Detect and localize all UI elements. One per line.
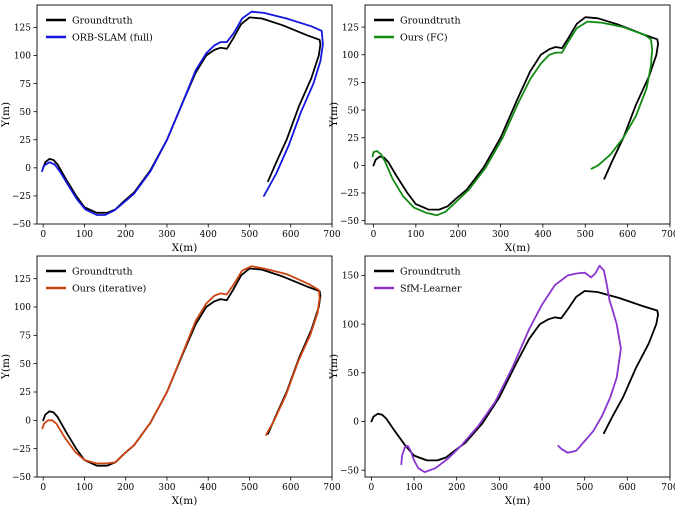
y-tick-label: −25: [12, 192, 31, 202]
series-line-groundtruth: [370, 290, 659, 462]
legend-label: Ours (FC): [400, 33, 448, 44]
legend-label: Ours (iterative): [72, 284, 146, 295]
x-tick-label: 0: [371, 230, 377, 240]
x-tick-label: 100: [407, 230, 424, 240]
x-tick-label: 400: [200, 230, 217, 240]
x-tick-label: 600: [282, 483, 299, 493]
chart-panel-4: 0 100 200 300 400 500 600 700 −50 0 50 100 150 X(m) Y(…: [328, 255, 675, 507]
chart-panel-2: 0 100 200 300 400 500 600 700 −50 −25 0 25 50 75 100 12…: [328, 4, 675, 254]
x-tick-label: 400: [200, 483, 217, 493]
y-tick-label: −50: [340, 466, 359, 476]
y-tick-label: 150: [342, 272, 359, 282]
y-tick-label: 25: [20, 136, 32, 146]
plot-frame: [36, 4, 333, 225]
y-tick-label: −50: [340, 217, 359, 227]
y-tick-label: 25: [348, 134, 360, 144]
legend-label: SfM-Learner: [400, 284, 462, 295]
y-tick-label: −25: [12, 445, 31, 455]
x-tick-label: 0: [40, 483, 46, 493]
y-tick-label: 25: [20, 388, 32, 398]
x-tick-label: 700: [323, 230, 340, 240]
x-tick-label: 300: [491, 483, 508, 493]
legend-label: Groundtruth: [400, 16, 461, 27]
series-line-groundtruth: [42, 267, 322, 467]
y-tick-label: 125: [342, 23, 359, 33]
legend-label: ORB-SLAM (full): [72, 33, 153, 44]
series-line-groundtruth: [372, 16, 659, 211]
x-tick-label: 700: [323, 483, 340, 493]
x-tick-label: 700: [661, 230, 675, 240]
y-tick-label: 0: [25, 164, 31, 174]
x-tick-label: 400: [534, 230, 551, 240]
x-tick-label: 500: [576, 483, 593, 493]
x-tick-label: 100: [76, 230, 93, 240]
chart-panel-1: 0 100 200 300 400 500 600 700 −50 −25 0 25 50 75 100 12…: [0, 4, 341, 254]
y-axis-label: Y(m): [0, 354, 12, 380]
y-tick-label: −25: [340, 189, 359, 199]
series-line-ours-iterative: [41, 265, 321, 465]
x-axis-label: X(m): [172, 242, 198, 254]
y-axis-label: Y(m): [0, 102, 12, 128]
legend-label: Groundtruth: [72, 16, 133, 27]
y-tick-label: 75: [348, 79, 360, 89]
y-tick-label: 100: [342, 320, 359, 330]
plot-frame: [364, 255, 671, 478]
legend: Groundtruth Ours (iterative): [46, 267, 146, 295]
x-tick-label: 500: [241, 230, 258, 240]
legend-label: Groundtruth: [72, 267, 133, 278]
x-tick-label: 200: [450, 230, 467, 240]
y-tick-label: 0: [25, 417, 31, 427]
x-tick-label: 500: [577, 230, 594, 240]
x-tick-label: 200: [117, 230, 134, 240]
y-tick-label: 50: [20, 108, 32, 118]
x-tick-label: 400: [533, 483, 550, 493]
y-tick-label: 100: [14, 303, 31, 313]
y-tick-label: 125: [14, 24, 31, 34]
y-axis-label: Y(m): [328, 354, 340, 380]
chart-panel-3: 0 100 200 300 400 500 600 700 −50 −25 0 25 50 75 100 12…: [0, 255, 341, 507]
x-axis-label: X(m): [172, 495, 198, 507]
x-tick-label: 100: [405, 483, 422, 493]
x-tick-label: 0: [40, 230, 46, 240]
y-tick-label: 100: [14, 52, 31, 62]
x-tick-label: 0: [369, 483, 375, 493]
plot-frame: [364, 4, 671, 225]
y-tick-label: 0: [353, 418, 359, 428]
x-tick-label: 300: [158, 230, 175, 240]
series-line-sfm-learner: [400, 264, 622, 473]
x-tick-label: 600: [619, 230, 636, 240]
x-tick-label: 300: [492, 230, 509, 240]
y-tick-label: 0: [353, 162, 359, 172]
x-tick-label: 100: [76, 483, 93, 493]
y-tick-label: 50: [348, 106, 360, 116]
legend: Groundtruth SfM-Learner: [374, 267, 462, 295]
legend: Groundtruth ORB-SLAM (full): [46, 16, 153, 44]
series-line-orb-slam-full: [41, 10, 324, 216]
x-tick-label: 700: [661, 483, 675, 493]
y-tick-label: 75: [20, 332, 32, 342]
plot-frame: [36, 255, 333, 478]
y-tick-label: 125: [14, 275, 31, 285]
y-tick-label: 100: [342, 51, 359, 61]
x-tick-label: 600: [619, 483, 636, 493]
y-tick-label: −50: [12, 220, 31, 230]
y-tick-label: −50: [12, 473, 31, 483]
x-tick-label: 300: [158, 483, 175, 493]
x-axis-label: X(m): [505, 242, 531, 254]
y-tick-label: 75: [20, 80, 32, 90]
x-tick-label: 200: [448, 483, 465, 493]
y-tick-label: 50: [20, 360, 32, 370]
series-line-groundtruth: [42, 16, 322, 214]
y-axis-label: Y(m): [328, 102, 340, 128]
legend: Groundtruth Ours (FC): [374, 16, 461, 44]
legend-label: Groundtruth: [400, 267, 461, 278]
x-tick-label: 600: [282, 230, 299, 240]
x-tick-label: 500: [241, 483, 258, 493]
x-tick-label: 200: [117, 483, 134, 493]
y-tick-label: 50: [348, 369, 360, 379]
series-line-ours-fc: [371, 20, 654, 217]
x-axis-label: X(m): [505, 495, 531, 507]
